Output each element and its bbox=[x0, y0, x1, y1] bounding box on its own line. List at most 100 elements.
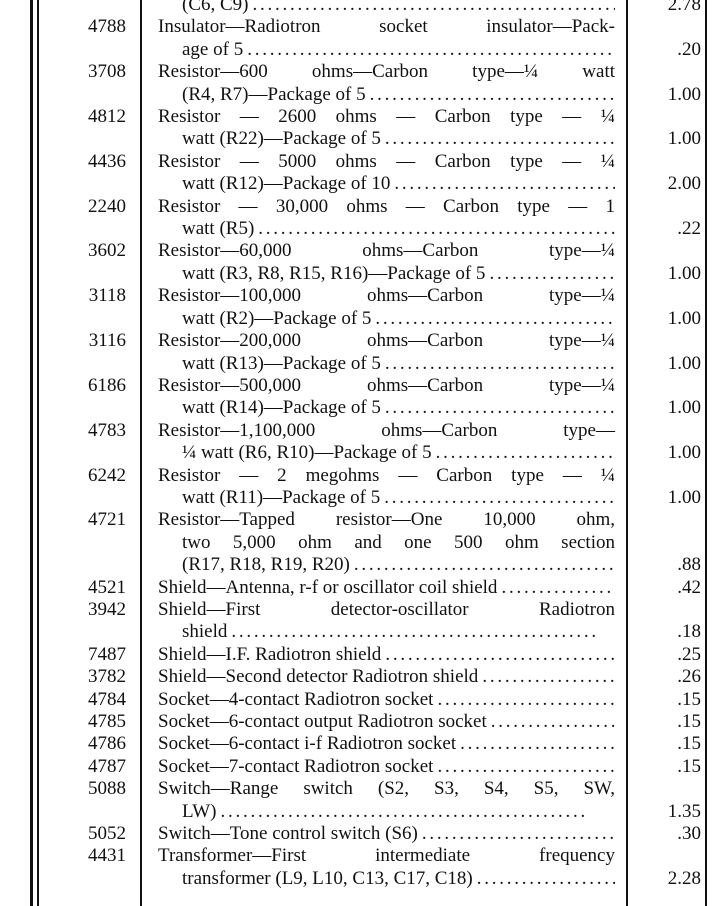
description: Socket—4-contact Radiotron socket bbox=[158, 689, 615, 711]
parts-row: 4784 Socket—4-contact Radiotron socket .15 bbox=[0, 689, 716, 711]
stock-number: 3942 bbox=[88, 598, 126, 620]
description-text: transformer (L9, L10, C13, C17, C18) bbox=[182, 867, 473, 889]
description-line: Switch—Tone control switch (S6) bbox=[158, 823, 615, 845]
dot-leader bbox=[390, 173, 615, 195]
description-text: watt (R12)—Package of 10 bbox=[182, 173, 391, 195]
description: Resistor—200,000 ohms—Carbon type—¼ watt … bbox=[158, 330, 615, 375]
parts-row: 5088 Switch—Range switch (S2, S3, S4, S5,… bbox=[0, 778, 716, 823]
parts-row: 6242 Resistor — 2 megohms — Carbon type —… bbox=[0, 465, 716, 510]
description-text: watt (R3, R8, R15, R16)—Package of 5 bbox=[182, 262, 486, 284]
dot-leader bbox=[350, 554, 615, 576]
stock-number: 5052 bbox=[88, 823, 126, 845]
parts-row: 3708 Resistor—600 ohms—Carbon type—¼ watt… bbox=[0, 61, 716, 106]
price: .42 bbox=[677, 576, 701, 598]
description: Resistor—500,000 ohms—Carbon type—¼ watt … bbox=[158, 375, 615, 420]
dot-leader bbox=[478, 666, 615, 688]
parts-row: 5052 Switch—Tone control switch (S6) .30 bbox=[0, 823, 716, 845]
description-text: (C6, C9) bbox=[182, 0, 249, 15]
description-line: (R17, R18, R19, R20) bbox=[158, 554, 615, 576]
dot-leader bbox=[487, 711, 615, 733]
price: .15 bbox=[677, 733, 701, 755]
description-line: watt (R3, R8, R15, R16)—Package of 5 bbox=[158, 263, 615, 285]
stock-number: 3116 bbox=[88, 330, 126, 352]
description-line: Resistor—1,100,000 ohms—Carbon type— bbox=[158, 419, 615, 441]
description-text: Shield—I.F. Radiotron shield bbox=[158, 643, 382, 665]
description-text: watt (R14)—Package of 5 bbox=[182, 397, 381, 419]
dot-leader bbox=[254, 218, 615, 240]
price: .18 bbox=[677, 621, 701, 643]
description-line: Shield—First detector-oscillator Radiotr… bbox=[158, 598, 615, 620]
description-line: watt (R13)—Package of 5 bbox=[158, 353, 615, 375]
description-text: (R17, R18, R19, R20) bbox=[182, 554, 350, 576]
parts-row: 3942 Shield—First detector-oscillator Rad… bbox=[0, 599, 716, 644]
description: Resistor — 30,000 ohms — Carbon type — 1… bbox=[158, 196, 615, 241]
description-text: watt (R22)—Package of 5 bbox=[182, 128, 381, 150]
description-text: LW) bbox=[182, 800, 217, 822]
parts-row: 4521 Shield—Antenna, r-f or oscillator co… bbox=[0, 577, 716, 599]
description-line: Socket—4-contact Radiotron socket bbox=[158, 689, 615, 711]
description-text: watt (R11)—Package of 5 bbox=[182, 486, 381, 508]
description-line: Socket—6-contact i-f Radiotron socket bbox=[158, 733, 615, 755]
description-line: watt (R5) bbox=[158, 218, 615, 240]
column-rule bbox=[705, 0, 707, 906]
price: 1.35 bbox=[667, 800, 701, 822]
description: Resistor—100,000 ohms—Carbon type—¼ watt … bbox=[158, 285, 615, 330]
dot-leader bbox=[418, 823, 615, 845]
parts-row: 4812 Resistor — 2600 ohms — Carbon type —… bbox=[0, 106, 716, 151]
description-line: Switch—Range switch (S2, S3, S4, S5, SW, bbox=[158, 778, 615, 800]
price: 2.28 bbox=[667, 867, 701, 889]
dot-leader bbox=[249, 0, 616, 16]
description-line: Resistor — 30,000 ohms — Carbon type — 1 bbox=[158, 195, 615, 217]
parts-row: 6186 Resistor—500,000 ohms—Carbon type—¼ w… bbox=[0, 375, 716, 420]
description-line: Resistor—60,000 ohms—Carbon type—¼ bbox=[158, 240, 615, 262]
dot-leader bbox=[473, 868, 615, 890]
parts-row: 2240 Resistor — 30,000 ohms — Carbon type… bbox=[0, 196, 716, 241]
description-line: watt (R14)—Package of 5 bbox=[158, 397, 615, 419]
description-line: Resistor—500,000 ohms—Carbon type—¼ bbox=[158, 374, 615, 396]
description-line: (R4, R7)—Package of 5 bbox=[158, 84, 615, 106]
description: Shield—Antenna, r-f or oscillator coil s… bbox=[158, 577, 615, 599]
parts-row: 4787 Socket—7-contact Radiotron socket .15 bbox=[0, 756, 716, 778]
stock-number: 6242 bbox=[88, 464, 126, 486]
description-text: Socket—6-contact output Radiotron socket bbox=[158, 711, 487, 732]
description: Resistor—600 ohms—Carbon type—¼ watt (R4,… bbox=[158, 61, 615, 106]
description: Resistor — 2600 ohms — Carbon type — ¼ wa… bbox=[158, 106, 615, 151]
description-line: Shield—Second detector Radiotron shield bbox=[158, 666, 615, 688]
stock-number: 2240 bbox=[88, 195, 126, 217]
description: Resistor — 5000 ohms — Carbon type — ¼ wa… bbox=[158, 151, 615, 196]
description-line: two 5,000 ohm and one 500 ohm section bbox=[182, 531, 615, 553]
description-line: Socket—7-contact Radiotron socket bbox=[158, 756, 615, 778]
stock-number: 4783 bbox=[88, 419, 126, 441]
price: .30 bbox=[677, 823, 701, 845]
description-line: LW) bbox=[158, 801, 615, 823]
description: Shield—First detector-oscillator Radiotr… bbox=[158, 599, 615, 644]
parts-row: 3118 Resistor—100,000 ohms—Carbon type—¼ w… bbox=[0, 285, 716, 330]
description-line: Resistor—200,000 ohms—Carbon type—¼ bbox=[158, 330, 615, 352]
stock-number: 4521 bbox=[88, 576, 126, 598]
price: .88 bbox=[677, 554, 701, 576]
parts-row: 4783 Resistor—1,100,000 ohms—Carbon type—… bbox=[0, 420, 716, 465]
dot-leader bbox=[433, 689, 615, 711]
border-line bbox=[30, 0, 33, 906]
description-text: Switch—Tone control switch (S6) bbox=[158, 823, 418, 845]
column-rule bbox=[626, 0, 628, 906]
description: (C6, C9) bbox=[158, 0, 615, 16]
parts-row: 7487 Shield—I.F. Radiotron shield .25 bbox=[0, 644, 716, 666]
description-line: ¼ watt (R6, R10)—Package of 5 bbox=[158, 442, 615, 464]
price: 1.00 bbox=[667, 262, 701, 284]
stock-number: 5088 bbox=[88, 778, 126, 800]
description-line: Resistor—600 ohms—Carbon type—¼ watt bbox=[158, 61, 615, 83]
description-line: Resistor—Tapped resistor—One 10,000 ohm, bbox=[158, 509, 615, 531]
parts-row: 4436 Resistor — 5000 ohms — Carbon type —… bbox=[0, 151, 716, 196]
parts-row: 3782 Shield—Second detector Radiotron shi… bbox=[0, 666, 716, 688]
description-line: watt (R22)—Package of 5 bbox=[158, 128, 615, 150]
price: 1.00 bbox=[667, 397, 701, 419]
parts-row: 4431 Transformer—First intermediate frequ… bbox=[0, 845, 716, 890]
description-text: watt (R5) bbox=[182, 218, 255, 240]
stock-number: 3708 bbox=[88, 61, 126, 83]
description-text: shield bbox=[182, 621, 228, 643]
stock-number: 4721 bbox=[88, 509, 126, 531]
border-line bbox=[37, 0, 39, 906]
description-line: Resistor — 2 megohms — Carbon type — ¼ bbox=[158, 464, 615, 486]
